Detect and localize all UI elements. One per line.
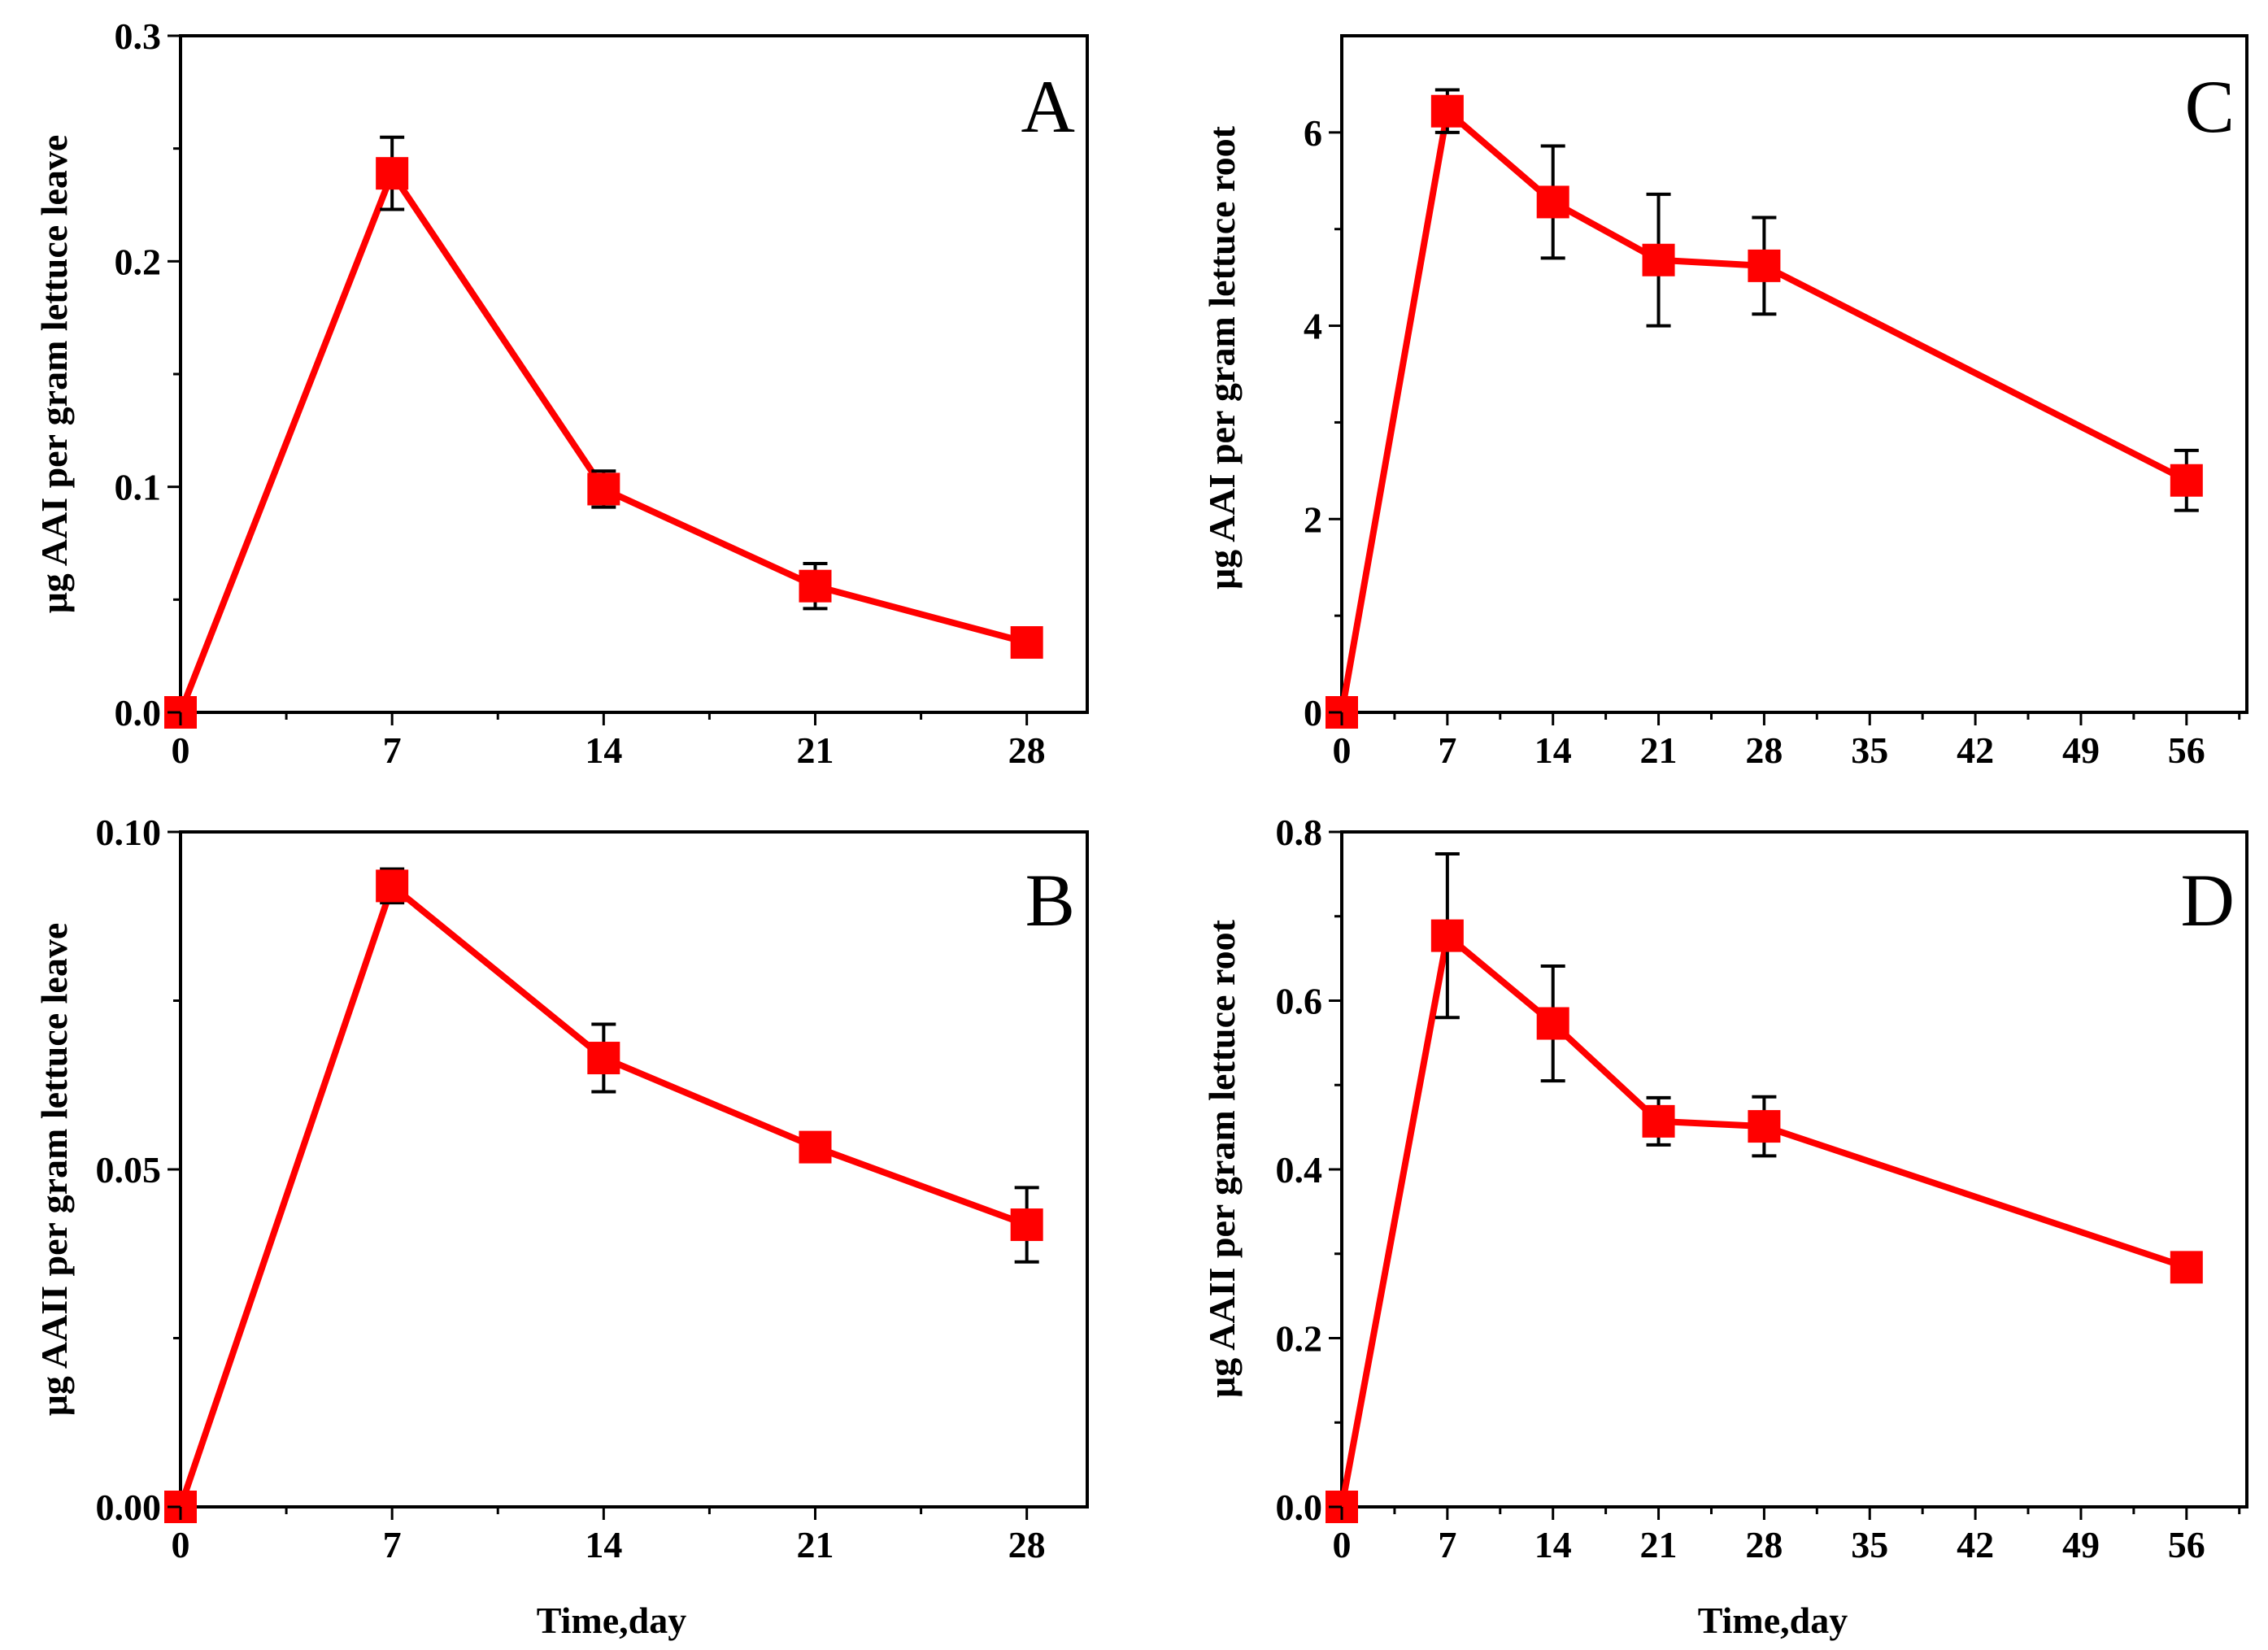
panel-d-y-tick-label: 0.2 <box>1276 1318 1323 1360</box>
panel-a-x-tick-label: 7 <box>383 729 402 771</box>
panel-a-y-tick-label: 0.1 <box>115 467 162 508</box>
panel-b-data-point <box>376 869 409 903</box>
panel-b-series-line <box>177 882 1029 1509</box>
panel-b-data-point <box>799 1130 832 1164</box>
panel-c-x-tick-label: 21 <box>1640 729 1678 771</box>
panel-d-letter: D <box>2181 859 2235 942</box>
panel-c-x-tick-label: 42 <box>1957 729 1994 771</box>
panel-d-y-ticks: 0.0 0.2 0.4 0.6 0.8 <box>1276 812 1342 1528</box>
panel-a-x-tick-label: 21 <box>797 729 834 771</box>
panel-a-y-tick-label: 0.2 <box>115 241 162 282</box>
panel-b-x-tick-label: 7 <box>383 1524 402 1565</box>
panel-b-y-tick-label: 0.00 <box>96 1487 162 1528</box>
panel-a-data-point <box>587 472 620 506</box>
panel-c-frame <box>1340 34 2248 714</box>
panel-a-data-point <box>799 569 832 603</box>
panel-b-x-axis-label: Time,day <box>537 1600 686 1641</box>
panel-c-y-tick-label: 6 <box>1304 112 1322 154</box>
panel-a-x-tick-label: 14 <box>585 729 622 771</box>
panel-b-letter: B <box>1025 859 1075 942</box>
panel-a-y-tick-label: 0.0 <box>115 692 162 734</box>
panel-b-x-tick-label: 0 <box>172 1524 190 1565</box>
panel-d-x-axis-label: Time,day <box>1698 1600 1848 1641</box>
panel-d-x-tick-label: 56 <box>2168 1524 2205 1565</box>
panel-c: 0 7 14 21 28 35 42 49 56 0 2 4 6 μg AAI per gram le… <box>1201 34 2248 771</box>
panel-c-data-point <box>2170 464 2203 497</box>
panel-b-marks <box>164 867 1043 1523</box>
panel-a-y-ticks: 0.0 0.1 0.2 0.3 <box>115 15 181 734</box>
panel-b-data-point <box>587 1042 620 1075</box>
panel-b-y-axis-label: μg AAII per gram lettuce leave <box>33 923 75 1416</box>
panel-d-marks <box>1326 851 2203 1523</box>
panel-d-x-tick-label: 49 <box>2062 1524 2100 1565</box>
panel-a-data-point <box>1010 626 1043 660</box>
panel-a-y-axis-label: μg AAI per gram lettuce leave <box>33 135 75 614</box>
panel-c-x-tick-label: 0 <box>1333 729 1352 771</box>
panel-b-x-tick-label: 14 <box>585 1524 622 1565</box>
panel-d-x-tick-label: 7 <box>1438 1524 1456 1565</box>
panel-a: 0 7 14 21 28 0.0 0.1 0.2 0.3 μg AAI per gram le… <box>33 15 1089 771</box>
panel-c-y-tick-label: 4 <box>1304 306 1322 347</box>
panel-d-data-point <box>2170 1251 2203 1284</box>
panel-b-data-point <box>1010 1208 1043 1242</box>
panel-a-x-tick-label: 28 <box>1008 729 1046 771</box>
panel-d-data-point <box>1748 1110 1781 1143</box>
panel-d-y-tick-label: 0.0 <box>1276 1487 1323 1528</box>
panel-d-data-point <box>1536 1007 1569 1040</box>
panel-d-x-tick-label: 28 <box>1745 1524 1783 1565</box>
panel-b-y-tick-label: 0.10 <box>96 812 162 853</box>
panel-a-x-tick-label: 0 <box>172 729 190 771</box>
panel-b-frame <box>179 830 1089 1509</box>
panel-a-data-point <box>376 157 409 190</box>
panel-b: 0 7 14 21 28 0.00 0.05 0.10 μg AAII per gram l… <box>33 812 1089 1641</box>
panel-c-series-line <box>1339 107 2188 713</box>
panel-c-data-point <box>1536 185 1569 219</box>
panel-d-series-line <box>1339 932 2188 1508</box>
panel-d-x-tick-label: 42 <box>1957 1524 1994 1565</box>
panel-c-y-ticks: 0 2 4 6 <box>1304 112 1342 734</box>
panel-d-x-tick-label: 14 <box>1534 1524 1572 1565</box>
panel-b-y-ticks: 0.00 0.05 0.10 <box>96 812 181 1528</box>
panel-b-x-tick-label: 28 <box>1008 1524 1046 1565</box>
panel-c-marks <box>1326 88 2203 729</box>
panel-c-data-point <box>1748 249 1781 282</box>
panel-a-letter: A <box>1021 65 1075 148</box>
panel-c-data-point <box>1430 94 1464 128</box>
panel-d-y-tick-label: 0.4 <box>1276 1149 1323 1191</box>
panel-c-x-tick-label: 49 <box>2062 729 2100 771</box>
panel-c-y-tick-label: 2 <box>1304 498 1322 540</box>
panel-d-y-tick-label: 0.6 <box>1276 981 1323 1022</box>
panel-d-x-tick-label: 35 <box>1851 1524 1888 1565</box>
panel-c-x-tick-label: 56 <box>2168 729 2205 771</box>
panel-b-y-tick-label: 0.05 <box>96 1149 162 1191</box>
panel-c-x-tick-label: 35 <box>1851 729 1888 771</box>
panel-a-x-ticks: 0 7 14 21 28 <box>172 712 1046 771</box>
panel-c-data-point <box>1642 243 1675 276</box>
panel-d-x-tick-label: 0 <box>1333 1524 1352 1565</box>
panel-d-frame <box>1340 830 2248 1509</box>
panel-c-y-axis-label: μg AAI per gram lettuce root <box>1201 125 1243 590</box>
panel-a-y-tick-label: 0.3 <box>115 15 162 57</box>
panel-d-y-tick-label: 0.8 <box>1276 812 1323 853</box>
panel-d-y-axis-label: μg AAII per gram lettuce root <box>1201 919 1243 1397</box>
panel-a-marks <box>164 135 1043 729</box>
panel-c-x-tick-label: 14 <box>1534 729 1572 771</box>
panel-c-x-tick-label: 28 <box>1745 729 1783 771</box>
panel-d: 0 7 14 21 28 35 42 49 56 0.0 0.2 0.4 0.6 0.8 μg AAII… <box>1201 812 2248 1641</box>
panel-d-x-tick-label: 21 <box>1640 1524 1678 1565</box>
panel-c-x-ticks: 0 7 14 21 28 35 42 49 56 <box>1333 712 2241 771</box>
panel-d-data-point <box>1430 919 1464 952</box>
panel-b-x-tick-label: 21 <box>797 1524 834 1565</box>
panel-c-letter: C <box>2185 65 2235 148</box>
panel-c-x-tick-label: 7 <box>1438 729 1456 771</box>
panel-d-x-ticks: 0 7 14 21 28 35 42 49 56 <box>1333 1507 2241 1565</box>
panel-c-y-tick-label: 0 <box>1304 692 1322 734</box>
panel-a-series-line <box>177 170 1028 714</box>
panel-b-x-ticks: 0 7 14 21 28 <box>172 1507 1046 1565</box>
panel-d-data-point <box>1642 1104 1675 1138</box>
